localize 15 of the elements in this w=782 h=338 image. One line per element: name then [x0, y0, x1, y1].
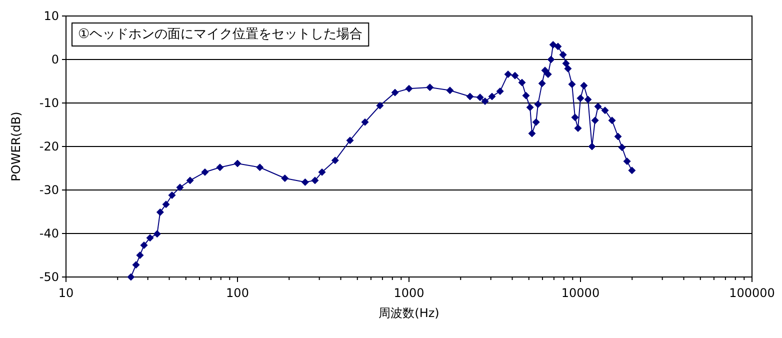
- y-tick-label: 10: [44, 9, 59, 23]
- y-tick-label: -40: [39, 226, 59, 240]
- text: ①ヘッドホンの面にマイク位置をセットした場合: [78, 27, 363, 42]
- x-tick-label: 1000: [394, 286, 424, 300]
- y-axis-title: POWER(dB): [9, 112, 23, 182]
- x-tick-label: 10000: [561, 286, 600, 300]
- y-tick-label: -50: [39, 270, 59, 284]
- y-tick-label: 0: [51, 52, 59, 66]
- y-tick-label: -20: [39, 140, 59, 154]
- x-tick-label: 10: [58, 286, 74, 300]
- y-tick-label: -10: [39, 96, 59, 110]
- y-tick-label: -30: [39, 183, 59, 197]
- x-tick-label: 100: [226, 286, 249, 300]
- x-axis-title: 周波数(Hz): [378, 306, 440, 320]
- x-tick-label: 100000: [729, 286, 775, 300]
